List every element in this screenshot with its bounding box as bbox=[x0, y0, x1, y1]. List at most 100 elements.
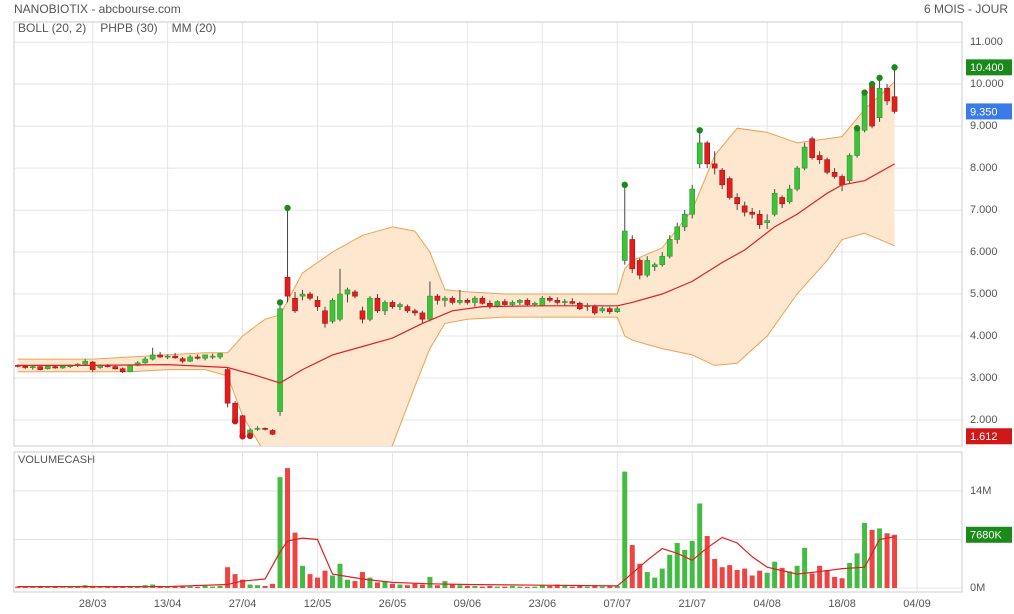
candle-body bbox=[22, 365, 29, 368]
x-tick-label: 28/03 bbox=[79, 598, 107, 610]
phpb-point bbox=[231, 418, 239, 425]
volume-bar bbox=[172, 586, 178, 588]
volume-bar bbox=[622, 471, 628, 588]
y-tick-label: 9.000 bbox=[970, 120, 998, 132]
x-tick-label: 09/06 bbox=[454, 598, 482, 610]
volume-bar bbox=[247, 584, 253, 588]
candle-body bbox=[472, 297, 478, 303]
candle-body bbox=[666, 239, 673, 257]
volume-bar bbox=[892, 534, 898, 588]
candle-body bbox=[809, 138, 815, 158]
candle-body bbox=[412, 310, 418, 314]
volume-bar bbox=[210, 586, 216, 588]
candle-body bbox=[217, 353, 223, 358]
volume-bar bbox=[727, 565, 733, 588]
volume-bar bbox=[494, 586, 500, 588]
volume-bar bbox=[315, 577, 321, 588]
candle-body bbox=[352, 291, 358, 297]
candle-body bbox=[239, 415, 246, 435]
volume-bar bbox=[367, 577, 373, 588]
candle-body bbox=[449, 297, 456, 303]
volume-bar bbox=[704, 536, 710, 588]
candle-body bbox=[29, 366, 36, 368]
candle-body bbox=[187, 356, 193, 362]
price-tag-label: 7680K bbox=[970, 530, 1002, 542]
price-panel bbox=[13, 21, 963, 447]
volume-bar bbox=[832, 576, 838, 588]
y-tick-label: 5.000 bbox=[970, 288, 998, 300]
volume-bar bbox=[322, 570, 328, 588]
volume-bar bbox=[644, 572, 650, 588]
y-tick-label: 4.000 bbox=[970, 330, 998, 342]
candle-body bbox=[329, 300, 336, 322]
volume-bar bbox=[22, 586, 28, 588]
volume-bar bbox=[682, 549, 688, 588]
candle-body bbox=[599, 308, 606, 312]
volume-bar bbox=[112, 586, 118, 588]
price-tag bbox=[966, 526, 1012, 543]
phpb-point bbox=[284, 204, 291, 212]
volume-bar bbox=[667, 554, 673, 588]
candle-body bbox=[771, 192, 778, 215]
candle-body bbox=[681, 213, 688, 228]
volume-bar bbox=[802, 547, 808, 588]
candle-body bbox=[801, 146, 808, 169]
candle-body bbox=[711, 163, 718, 169]
candle-body bbox=[749, 211, 755, 215]
volume-bar bbox=[217, 585, 223, 588]
volume-bar bbox=[749, 575, 755, 588]
volume-plot bbox=[14, 452, 962, 592]
candle-body bbox=[314, 300, 321, 307]
volume-bar bbox=[97, 586, 103, 588]
volume-bar bbox=[329, 575, 335, 588]
candle-body bbox=[651, 264, 658, 268]
volume-bar bbox=[30, 586, 36, 588]
candle-body bbox=[119, 368, 126, 372]
volume-bar bbox=[202, 585, 208, 588]
volume-bar bbox=[757, 570, 763, 588]
phpb-point bbox=[239, 433, 246, 440]
candle-body bbox=[232, 402, 238, 421]
legend-label: PHPB (30) bbox=[100, 21, 157, 35]
phpb-point bbox=[861, 89, 868, 96]
volume-bar bbox=[45, 586, 51, 588]
volume-bar bbox=[352, 581, 358, 588]
price-tag-label: 9.350 bbox=[970, 106, 998, 118]
candle-body bbox=[554, 300, 561, 303]
volume-bar bbox=[712, 558, 718, 588]
volume-bar bbox=[562, 585, 568, 588]
volume-bar bbox=[809, 573, 815, 588]
volume-bar bbox=[742, 568, 748, 588]
candle-body bbox=[82, 360, 88, 365]
candle-body bbox=[517, 300, 523, 303]
x-tick-label: 04/08 bbox=[753, 598, 781, 610]
volume-bar bbox=[652, 577, 658, 588]
candle-body bbox=[547, 297, 553, 301]
volume-bar bbox=[862, 522, 868, 588]
candle-body bbox=[59, 365, 66, 369]
volume-bar bbox=[232, 574, 238, 588]
volume-bar bbox=[877, 528, 883, 588]
y-tick-label: 2.000 bbox=[970, 414, 998, 426]
candle-body bbox=[839, 176, 845, 186]
candle-body bbox=[202, 354, 208, 359]
volume-bar bbox=[517, 586, 523, 588]
x-tick-label: 26/05 bbox=[379, 598, 407, 610]
volume-bar bbox=[307, 574, 313, 588]
candle-body bbox=[606, 308, 613, 312]
volume-mm-line bbox=[17, 536, 895, 588]
phpb-point bbox=[696, 127, 703, 134]
volume-bar bbox=[569, 586, 575, 588]
candle-body bbox=[779, 197, 785, 205]
volume-bar bbox=[869, 529, 875, 588]
candle-body bbox=[419, 312, 426, 320]
chart-title: NANOBIOTIX - abcbourse.com bbox=[14, 2, 181, 16]
volume-bar bbox=[427, 576, 433, 588]
phpb-point bbox=[891, 64, 898, 71]
candle-body bbox=[539, 297, 546, 307]
candle-body bbox=[629, 239, 636, 270]
candle-body bbox=[696, 142, 703, 165]
candle-body bbox=[179, 358, 186, 362]
x-tick-label: 04/09 bbox=[903, 598, 931, 610]
volume-bar bbox=[277, 477, 283, 588]
